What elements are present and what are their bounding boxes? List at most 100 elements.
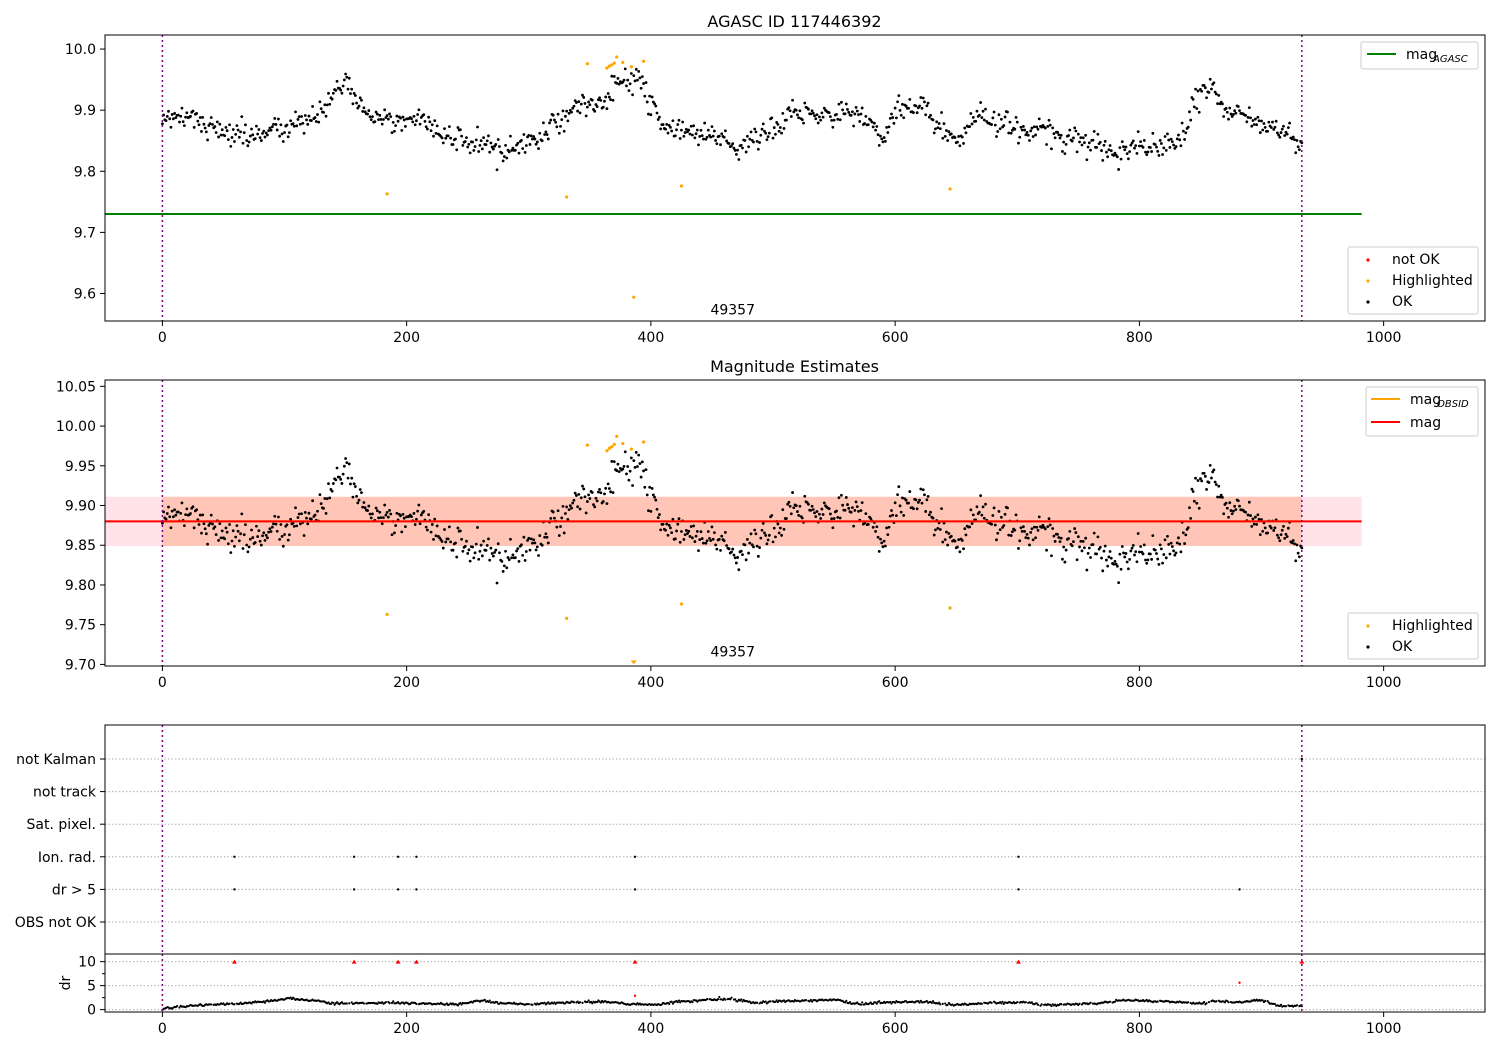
ok-point [1234,111,1238,115]
ok-point [1166,534,1169,538]
ok-point [551,113,555,117]
ok-point [1119,157,1123,161]
ok-point [479,543,483,547]
ok-point [1047,118,1051,122]
ok-point [1064,143,1068,146]
dr-point [1078,1002,1081,1005]
ok-point [1076,132,1080,136]
ok-point [1045,143,1048,146]
ok-point [603,99,606,103]
ok-point [647,509,650,513]
y-tick-label: 9.7 [74,225,96,241]
ok-point [650,95,654,99]
ok-point [390,533,394,537]
dr-capped-marker [231,959,237,964]
ok-point [958,144,962,148]
ok-point [926,494,930,498]
ok-point [247,545,251,549]
dr-point [459,1001,462,1005]
ok-point [564,114,567,118]
ok-point [899,113,903,117]
ok-point [1296,551,1300,555]
ok-point [771,136,775,140]
ok-point [277,515,280,519]
ok-point [253,541,257,544]
ok-point [233,544,236,548]
ok-point [995,135,998,138]
ok-point [1114,562,1118,566]
ok-point [864,115,868,118]
ok-point [388,112,391,116]
ok-point [355,494,358,498]
legend-box [1360,41,1479,70]
ok-point [648,485,652,489]
ok-point [810,109,814,113]
ok-point [665,522,669,526]
ok-point [1123,555,1127,559]
x-tick-label: 1000 [1366,330,1402,346]
ok-point [782,527,786,531]
ok-point [594,103,598,106]
ok-point [1278,539,1282,543]
ok-point [454,137,457,141]
ok-point [375,509,379,513]
ok-point [670,531,674,535]
ok-point [1021,525,1025,529]
ok-point [1083,546,1086,550]
ok-point [678,540,682,544]
ok-point [717,537,721,541]
ok-point [263,538,267,542]
dr-point [756,1001,759,1004]
ok-point [739,549,743,553]
ok-point [164,517,168,521]
ok-point [302,534,306,537]
ok-point [947,130,951,134]
legend-marker-ok [1366,300,1370,304]
ok-point [907,501,910,505]
ok-point [725,544,729,547]
ok-point [466,145,470,149]
ok-point [369,516,373,520]
ok-point [794,504,798,508]
ok-point [1023,128,1026,132]
ok-point [375,112,379,116]
x-tick-label: 600 [882,330,909,346]
ok-point [792,110,796,114]
dr-point [1264,999,1267,1002]
ok-point [1254,117,1257,121]
ok-point [899,510,903,514]
ok-point [521,147,525,150]
ok-point [777,129,781,133]
ok-point [444,136,448,140]
ok-point [733,148,737,152]
ok-point [307,511,311,515]
dr-point [938,1001,941,1004]
ok-point [160,122,164,126]
ok-point [1050,554,1053,558]
ok-point [698,135,702,138]
ok-point [691,133,694,137]
highlighted-point [621,441,625,446]
dr-point [859,1003,863,1006]
ok-point [941,136,945,140]
ok-point [993,523,997,527]
ok-point [1295,139,1299,142]
ok-point [325,103,329,107]
ok-point [1284,532,1288,536]
flag-label: Sat. pixel. [27,817,96,833]
ok-point [386,515,390,519]
ok-point [775,120,779,124]
ok-point [974,119,978,123]
ok-point [303,114,307,117]
ok-point [750,543,754,547]
ok-point [606,92,610,95]
highlighted-point [632,295,636,299]
ok-point [432,134,435,138]
ok-point [1155,552,1158,555]
ok-point [549,517,553,520]
ok-point [309,517,313,521]
ok-point [896,493,899,497]
ok-point [1144,150,1147,154]
ok-point [247,140,251,144]
ok-point [781,111,785,115]
